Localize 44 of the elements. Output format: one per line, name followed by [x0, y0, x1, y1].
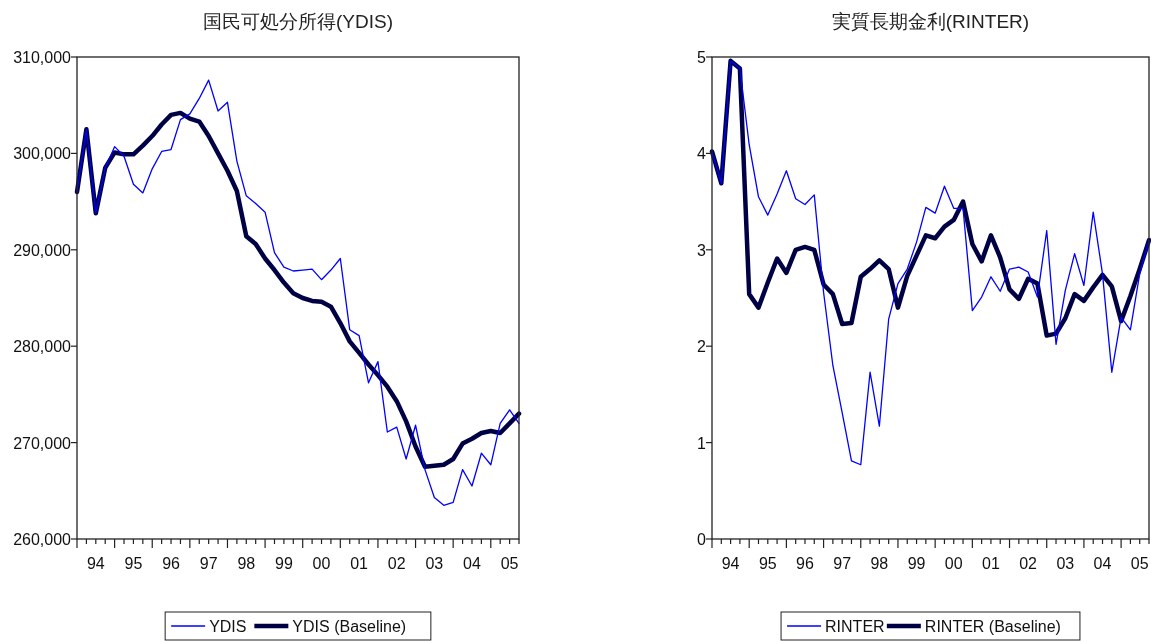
line-series: [711, 60, 1150, 466]
y-tick-label: 280,000: [13, 338, 72, 356]
y-tick-label: 5: [697, 49, 707, 66]
legend-label: YDIS: [209, 618, 247, 635]
y-tick-label: 290,000: [13, 241, 72, 259]
x-tick-label: 95: [758, 555, 777, 572]
chart-title: 実質長期金利(RINTER): [831, 11, 1030, 32]
x-tick-label: 04: [463, 555, 481, 572]
x-tick-label: 00: [312, 555, 331, 572]
x-tick-label: 01: [982, 555, 1000, 572]
y-tick-label: 1: [697, 434, 707, 452]
y-tick-label: 300,000: [13, 145, 72, 163]
line-series: [76, 79, 520, 506]
x-tick-label: 02: [387, 555, 406, 572]
x-tick-label: 99: [907, 555, 926, 572]
x-tick-label: 03: [1056, 555, 1075, 572]
y-tick-label: 270,000: [13, 434, 72, 452]
x-tick-label: 94: [86, 555, 105, 572]
x-tick-label: 95: [124, 555, 143, 572]
legend-label: YDIS (Baseline): [292, 618, 407, 635]
legend-label: RINTER (Baseline): [924, 618, 1061, 635]
x-tick-label: 04: [1093, 555, 1112, 572]
x-tick-label: 96: [162, 555, 181, 572]
x-tick-label: 99: [275, 555, 293, 572]
y-tick-label: 2: [697, 338, 707, 356]
x-tick-label: 00: [944, 555, 963, 572]
x-tick-label: 94: [721, 555, 740, 572]
x-tick-label: 97: [833, 555, 852, 572]
x-tick-label: 98: [237, 555, 256, 572]
x-tick-label: 03: [425, 555, 444, 572]
x-tick-label: 98: [870, 555, 889, 572]
chart-title: 国民可処分所得(YDIS): [203, 11, 393, 32]
x-tick-label: 05: [500, 555, 519, 572]
y-tick-label: 260,000: [13, 531, 72, 548]
x-tick-label: 97: [199, 555, 218, 572]
legend-label: RINTER: [825, 618, 885, 635]
x-tick-label: 05: [1130, 555, 1149, 572]
x-tick-label: 96: [796, 555, 814, 572]
y-tick-label: 310,000: [13, 49, 72, 66]
y-tick-label: 4: [697, 145, 707, 163]
y-tick-label: 0: [697, 531, 707, 548]
x-tick-label: 01: [350, 555, 369, 572]
x-tick-label: 02: [1019, 555, 1038, 572]
y-tick-label: 3: [697, 241, 707, 259]
